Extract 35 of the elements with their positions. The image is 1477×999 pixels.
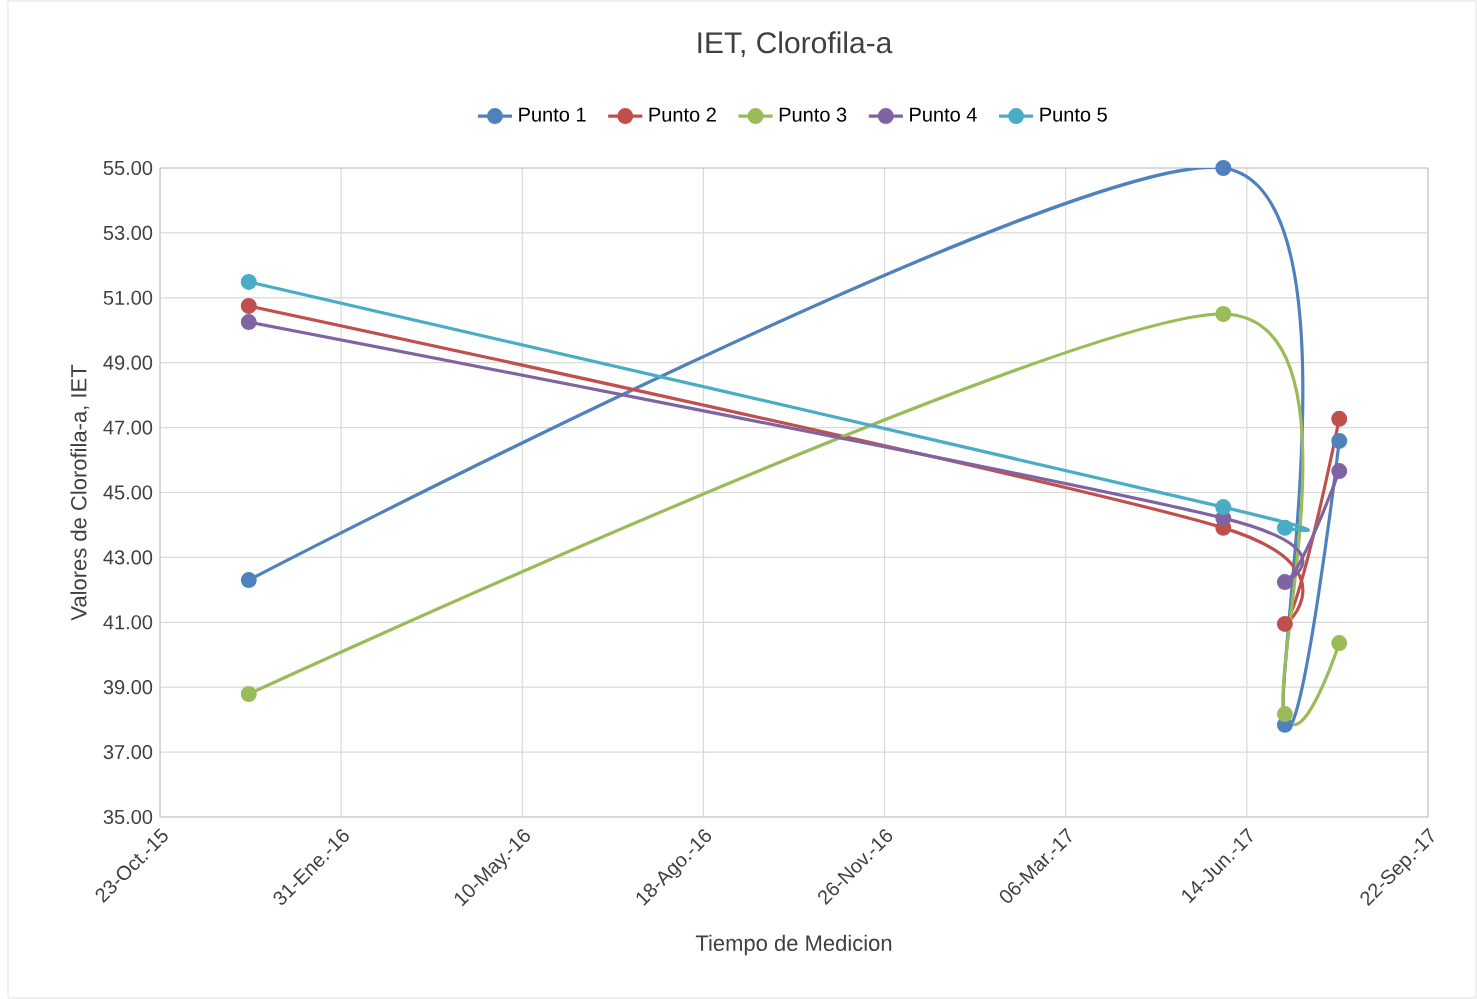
legend-label: Punto 3 [779,107,847,122]
y-tick-label: 45.00 [103,485,153,500]
y-tick-label: 43.00 [103,550,153,565]
legend-label: Punto 1 [519,107,586,122]
y-tick-label: 51.00 [103,290,153,305]
point [1276,615,1293,632]
point [1215,306,1232,323]
y-axis-title: Valores de Clorofila-a, IET [70,364,90,621]
point [1215,159,1232,176]
legend-label: Punto 2 [649,107,716,122]
point [240,314,257,331]
point [1276,574,1293,591]
point [1331,432,1348,449]
point [1215,499,1232,516]
point [240,297,257,314]
point [240,273,257,290]
point [1331,410,1348,427]
point [1331,635,1348,652]
point [1276,519,1293,536]
point [1331,463,1348,480]
y-tick-label: 41.00 [103,615,153,630]
y-tick-label: 49.00 [103,355,153,370]
point [240,572,257,589]
y-tick-label: 53.00 [103,225,153,240]
legend-label: Punto 5 [1040,107,1107,122]
point [1276,706,1293,723]
y-tick-label: 39.00 [103,680,153,695]
y-tick-label: 55.00 [103,160,153,176]
y-tick-label: 35.00 [103,809,153,825]
x-axis-title: Tiempo de Medicion [695,934,892,956]
point [240,686,257,702]
y-tick-label: 47.00 [103,420,153,435]
y-tick-label: 37.00 [103,745,153,760]
legend-label: Punto 4 [910,107,977,122]
chart-title: IET, Clorofila-a [698,31,893,57]
